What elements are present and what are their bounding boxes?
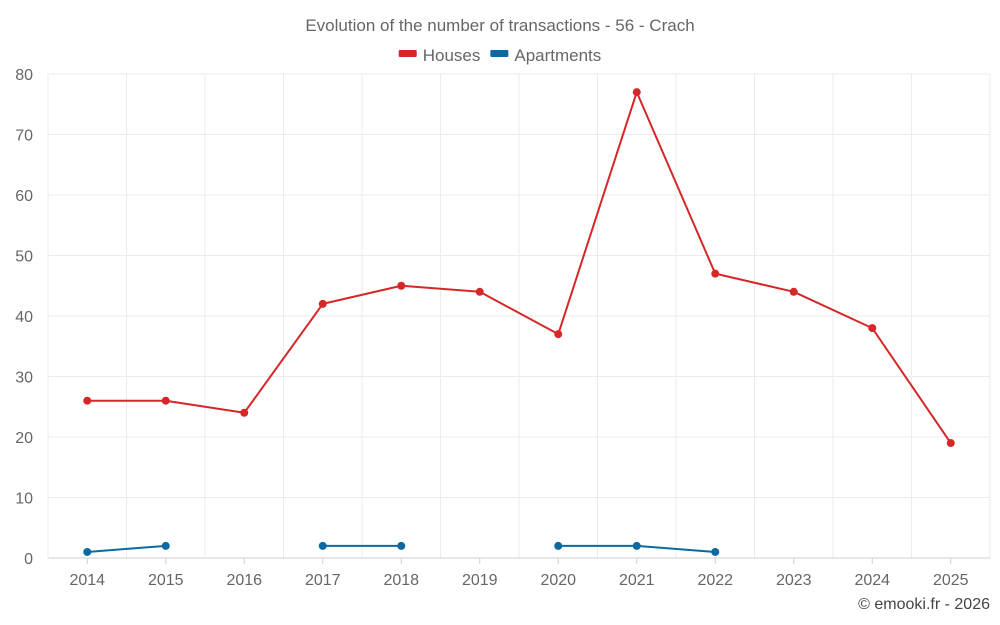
- y-tick-label: 80: [15, 67, 33, 84]
- data-point[interactable]: [946, 439, 955, 448]
- legend-item-apartments[interactable]: Apartments: [490, 46, 601, 65]
- y-tick-label: 50: [15, 249, 33, 266]
- x-tick-label: 2024: [854, 572, 890, 589]
- y-tick-label: 60: [15, 188, 33, 205]
- series-line: [87, 91, 952, 444]
- data-point[interactable]: [632, 541, 641, 550]
- data-point[interactable]: [475, 287, 484, 296]
- legend-swatch: [398, 50, 417, 57]
- data-point[interactable]: [318, 541, 327, 550]
- x-tick-label: 2018: [383, 572, 419, 589]
- x-tick-label: 2019: [462, 572, 498, 589]
- series-layer: [83, 88, 955, 556]
- legend-swatch: [490, 50, 509, 57]
- x-tick-label: 2021: [619, 572, 655, 589]
- legend-label: Houses: [423, 46, 481, 65]
- series-houses: [83, 88, 955, 448]
- grid: [47, 73, 991, 558]
- data-point[interactable]: [789, 287, 798, 296]
- y-tick-label: 0: [24, 551, 33, 568]
- y-tick-label: 30: [15, 370, 33, 387]
- x-tick-label: 2015: [148, 572, 184, 589]
- x-tick-label: 2023: [776, 572, 812, 589]
- series-line: [87, 544, 166, 553]
- legend-item-houses[interactable]: Houses: [398, 46, 481, 65]
- credit-text: © emooki.fr - 2026: [858, 596, 990, 613]
- x-tick-label: 2017: [305, 572, 341, 589]
- axes: 0 10 20 30 40 50 60 70 80 2014 2015 2016 2017 2018 201…: [15, 67, 990, 589]
- x-tick-label: 2016: [226, 572, 262, 589]
- y-tick-label: 10: [15, 491, 33, 508]
- chart-title: Evolution of the number of transactions …: [305, 16, 694, 35]
- data-point[interactable]: [711, 269, 720, 278]
- data-point[interactable]: [711, 547, 720, 556]
- data-point[interactable]: [554, 541, 563, 550]
- data-point[interactable]: [83, 547, 92, 556]
- data-point[interactable]: [554, 330, 563, 339]
- legend: Houses Apartments: [398, 46, 601, 65]
- y-tick-label: 40: [15, 309, 33, 326]
- data-point[interactable]: [240, 408, 249, 417]
- y-tick-label: 20: [15, 430, 33, 447]
- x-tick-label: 2025: [933, 572, 969, 589]
- series-apartments: [83, 541, 720, 556]
- x-tick-label: 2022: [697, 572, 733, 589]
- data-point[interactable]: [397, 281, 406, 290]
- data-point[interactable]: [83, 396, 92, 405]
- x-tick-label: 2020: [540, 572, 576, 589]
- data-point[interactable]: [161, 396, 170, 405]
- data-point[interactable]: [868, 324, 877, 333]
- data-point[interactable]: [632, 88, 641, 97]
- legend-label: Apartments: [514, 46, 601, 65]
- x-tick-label: 2014: [69, 572, 105, 589]
- y-tick-label: 70: [15, 128, 33, 145]
- data-point[interactable]: [161, 541, 170, 550]
- data-point[interactable]: [397, 541, 406, 550]
- data-point[interactable]: [318, 299, 327, 308]
